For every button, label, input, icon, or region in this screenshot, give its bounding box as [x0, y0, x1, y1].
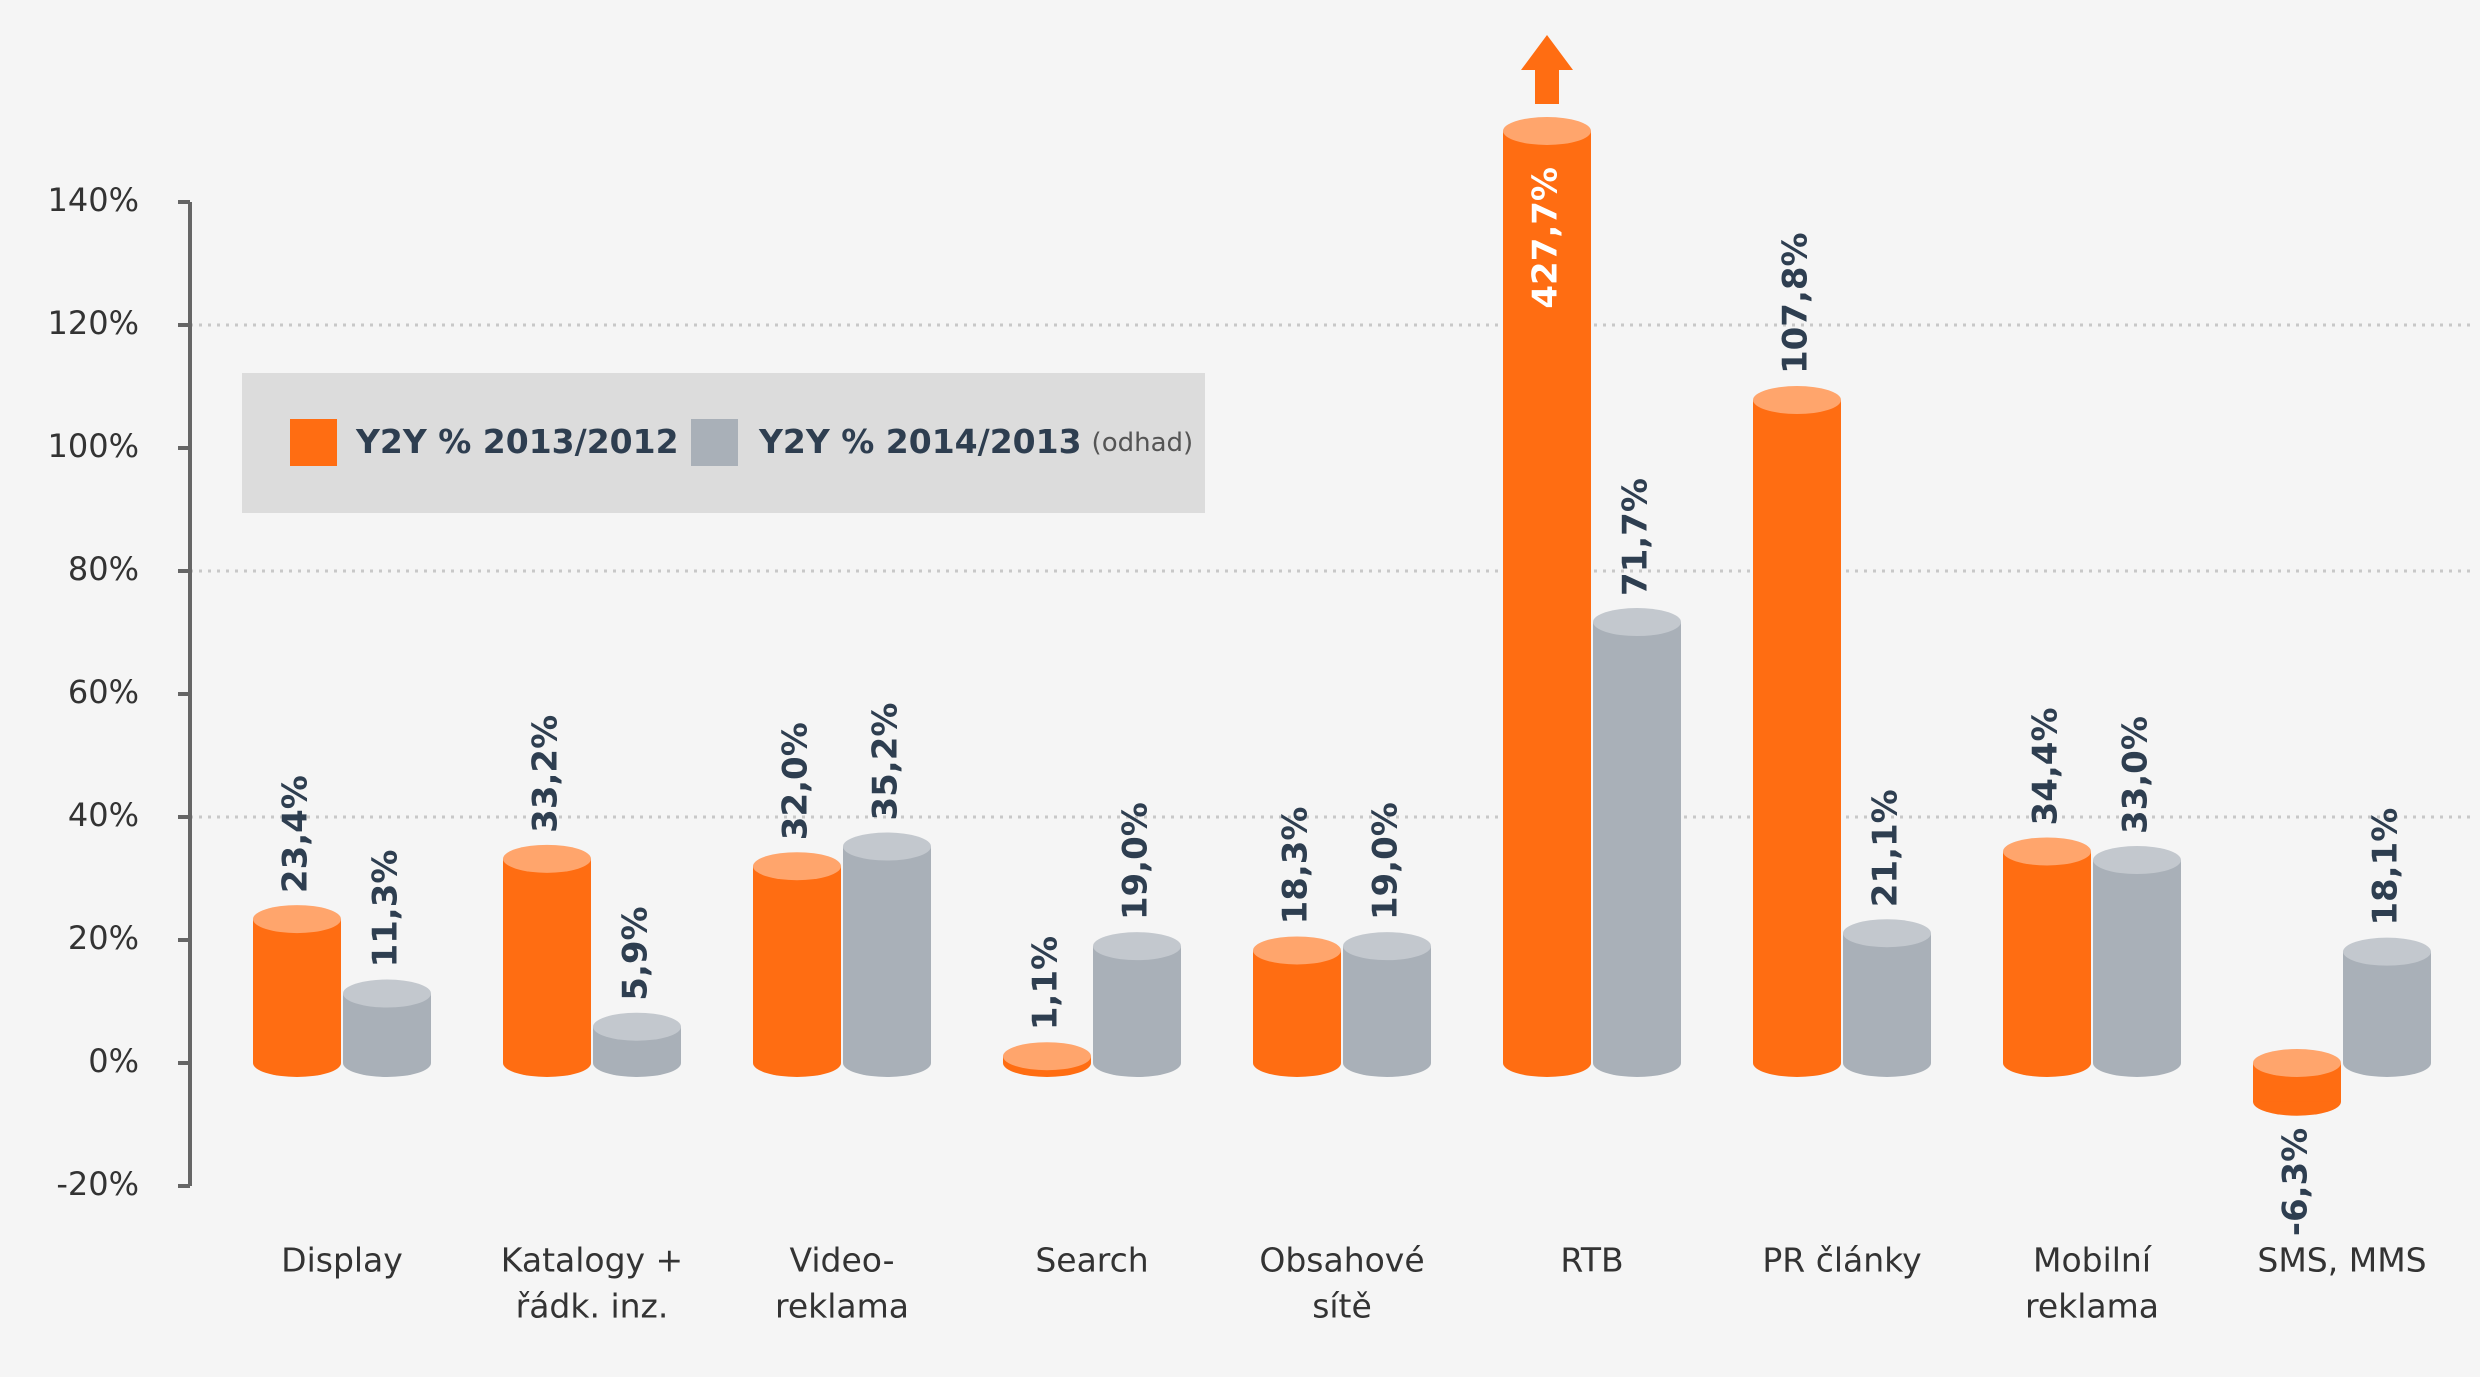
- legend-label: Y2Y % 2014/2013 (odhad): [758, 422, 1193, 461]
- y-tick-label: 0%: [88, 1042, 139, 1080]
- bar: [1843, 933, 1931, 1063]
- value-label: 32,0%: [776, 722, 816, 840]
- x-tick-label: Obsahové: [1259, 1241, 1424, 1280]
- value-label: 427,7%: [1526, 167, 1566, 309]
- x-tick-label: sítě: [1312, 1287, 1372, 1326]
- value-label: 18,1%: [2366, 808, 2406, 926]
- x-tick-label: RTB: [1560, 1241, 1623, 1280]
- y-tick-label: 20%: [68, 919, 139, 957]
- x-tick-label: reklama: [775, 1287, 909, 1326]
- y-tick-label: 80%: [68, 550, 139, 588]
- bar: [1253, 950, 1341, 1063]
- value-label: 19,0%: [1366, 802, 1406, 920]
- value-label: 35,2%: [866, 703, 906, 821]
- bar-top: [343, 979, 431, 1008]
- bar-top: [1503, 117, 1591, 145]
- value-label: -6,3%: [2276, 1128, 2316, 1236]
- y-tick-label: 100%: [48, 427, 139, 465]
- x-tick-label: Video-: [790, 1241, 895, 1280]
- bar-top: [753, 852, 841, 881]
- bar-top: [2343, 937, 2431, 966]
- x-tick-label: reklama: [2025, 1287, 2159, 1326]
- value-label: 23,4%: [276, 775, 316, 893]
- bar: [2003, 851, 2091, 1063]
- bar-top: [253, 905, 341, 934]
- value-label: 107,8%: [1776, 232, 1816, 374]
- legend-swatch: [691, 419, 738, 466]
- legend-label: Y2Y % 2013/2012: [355, 422, 679, 461]
- bar: [2343, 951, 2431, 1063]
- x-tick-label: Katalogy +: [501, 1241, 683, 1280]
- value-label: 5,9%: [616, 906, 656, 1000]
- bar-group: [1093, 946, 1181, 1077]
- y-tick-label: 60%: [68, 673, 139, 711]
- bar: [2093, 860, 2181, 1063]
- legend-swatch: [290, 419, 337, 466]
- bar-top: [2253, 1049, 2341, 1077]
- bar-top: [2003, 837, 2091, 866]
- bar: [843, 846, 931, 1063]
- x-tick-label: Search: [1035, 1241, 1148, 1280]
- bar-group: [1593, 622, 1681, 1077]
- bar-top: [593, 1012, 681, 1041]
- bar-group: [1253, 950, 1341, 1077]
- value-label: 71,7%: [1616, 478, 1656, 596]
- bar-group: [253, 919, 341, 1077]
- bar: [503, 858, 591, 1063]
- bar: [753, 866, 841, 1063]
- y-tick-label: 40%: [68, 796, 139, 834]
- bar-group: [1503, 131, 1591, 1077]
- bar-top: [1253, 936, 1341, 965]
- bar-top: [1843, 919, 1931, 948]
- x-tick-label: Display: [281, 1241, 403, 1280]
- bar-group: [753, 866, 841, 1077]
- legend-name: Y2Y % 2013/2012: [355, 422, 679, 461]
- bar: [1593, 622, 1681, 1063]
- bar-top: [503, 844, 591, 873]
- bar-group: [2093, 860, 2181, 1077]
- bar-group: [1343, 946, 1431, 1077]
- bar-group: [1843, 933, 1931, 1077]
- value-label: 11,3%: [366, 850, 406, 968]
- x-tick-label: PR články: [1762, 1241, 1921, 1280]
- y-tick-label: 140%: [48, 181, 139, 219]
- bar-group: [503, 858, 591, 1077]
- value-label: 1,1%: [1026, 936, 1066, 1030]
- value-label: 18,3%: [1276, 806, 1316, 924]
- bar-top: [1093, 932, 1181, 961]
- bar: [1343, 946, 1431, 1063]
- x-tick-label: Mobilní: [2033, 1241, 2153, 1280]
- bar-top: [2093, 846, 2181, 875]
- value-label: 33,0%: [2116, 716, 2156, 834]
- y-tick-label: -20%: [56, 1165, 139, 1203]
- bar-top: [843, 832, 931, 861]
- x-tick-label: SMS, MMS: [2257, 1241, 2426, 1280]
- bar-top: [1593, 608, 1681, 637]
- bar: [1753, 400, 1841, 1063]
- overflow-arrow: [1521, 35, 1573, 104]
- bar: [1503, 131, 1591, 1063]
- bar-group: [1753, 400, 1841, 1077]
- bar-top: [1003, 1042, 1091, 1071]
- value-label: 21,1%: [1866, 789, 1906, 907]
- value-label: 34,4%: [2026, 707, 2066, 825]
- bar: [253, 919, 341, 1063]
- value-label: 33,2%: [526, 715, 566, 833]
- bar: [1093, 946, 1181, 1063]
- x-tick-label: řádk. inz.: [516, 1287, 669, 1326]
- bar-group: [2003, 851, 2091, 1077]
- y-tick-label: 120%: [48, 304, 139, 342]
- bar-top: [1343, 932, 1431, 961]
- bar-group: [843, 846, 931, 1077]
- legend-name: Y2Y % 2014/2013: [758, 422, 1082, 461]
- legend-note: (odhad): [1092, 428, 1194, 458]
- value-label: 19,0%: [1116, 802, 1156, 920]
- bar-top: [1753, 386, 1841, 415]
- bar-group: [2343, 951, 2431, 1077]
